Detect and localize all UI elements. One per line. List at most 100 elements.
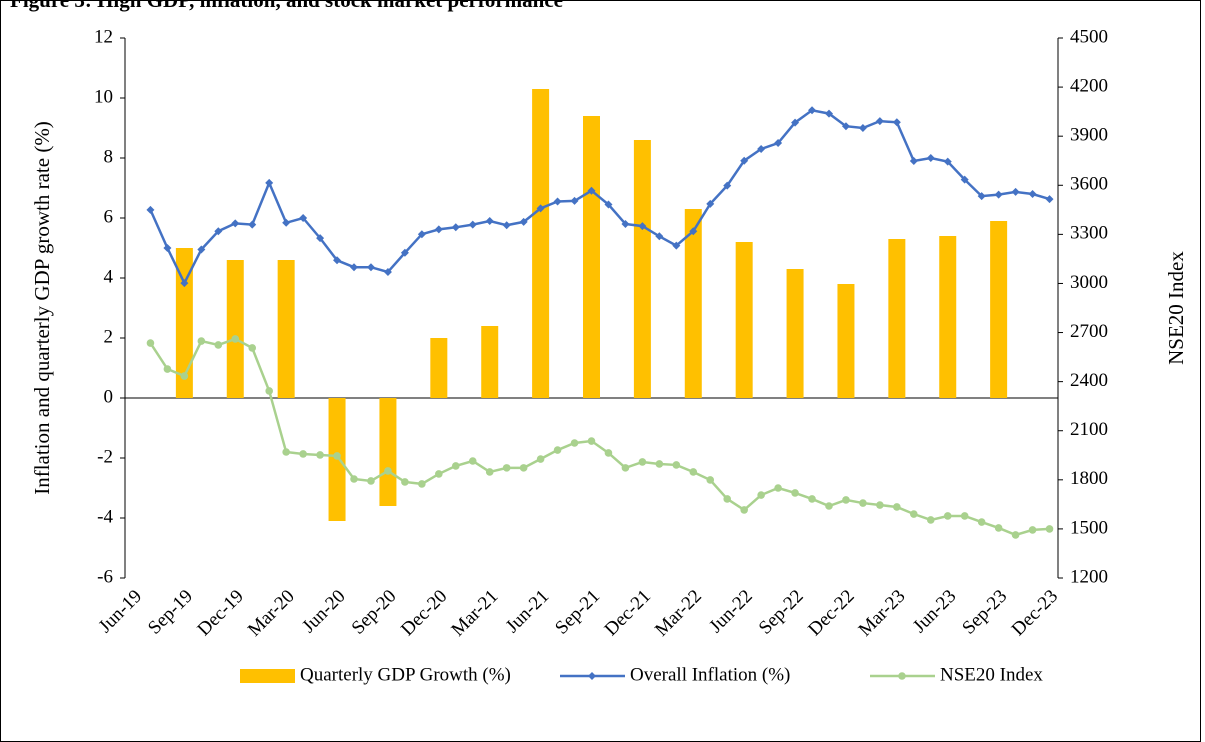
marker xyxy=(706,476,715,484)
marker xyxy=(383,268,392,276)
marker xyxy=(757,491,765,499)
bar xyxy=(735,242,753,398)
marker xyxy=(231,219,240,228)
y-tick-label: 12 xyxy=(94,26,113,47)
marker xyxy=(316,234,325,243)
marker xyxy=(417,230,426,239)
marker xyxy=(333,256,342,265)
bar xyxy=(939,236,957,398)
y2-tick-label: 1800 xyxy=(1070,468,1108,489)
marker xyxy=(774,139,783,147)
marker xyxy=(418,480,426,488)
y-tick-label: 6 xyxy=(104,206,114,227)
marker xyxy=(587,437,596,445)
legend-label: Quarterly GDP Growth (%) xyxy=(300,664,511,685)
marker xyxy=(808,495,816,503)
marker xyxy=(1011,187,1020,196)
marker xyxy=(197,337,206,345)
marker xyxy=(892,118,901,127)
y2-tick-label: 3600 xyxy=(1070,174,1108,195)
marker xyxy=(502,464,511,472)
bar xyxy=(990,221,1008,398)
marker xyxy=(859,499,867,507)
y2-tick-label: 2700 xyxy=(1070,321,1108,342)
marker xyxy=(451,462,460,470)
marker xyxy=(910,510,918,518)
marker xyxy=(451,223,460,232)
y2-tick-label: 4500 xyxy=(1070,26,1108,47)
marker xyxy=(231,335,240,343)
marker xyxy=(180,279,189,288)
marker xyxy=(977,518,986,526)
bar xyxy=(175,248,193,398)
marker xyxy=(400,248,409,257)
chart-title: Figure 3: High GDP, inflation, and stock… xyxy=(10,0,563,12)
marker xyxy=(621,464,630,472)
marker xyxy=(1045,525,1054,533)
bar xyxy=(226,260,244,398)
marker xyxy=(248,344,257,352)
marker xyxy=(435,470,443,478)
y-tick-label: 4 xyxy=(104,266,114,287)
bar xyxy=(430,338,448,398)
marker xyxy=(893,503,901,511)
marker xyxy=(909,157,918,165)
bar xyxy=(684,209,702,398)
marker xyxy=(706,199,715,208)
marker xyxy=(960,175,969,184)
marker xyxy=(740,156,749,165)
legend-label: NSE20 Index xyxy=(940,664,1043,685)
marker xyxy=(994,524,1003,532)
y2-tick-label: 4200 xyxy=(1070,75,1108,96)
marker xyxy=(282,448,290,456)
marker xyxy=(587,186,596,195)
marker xyxy=(842,496,850,504)
y2-tick-label: 2400 xyxy=(1070,370,1108,391)
marker xyxy=(723,181,732,190)
marker xyxy=(519,217,528,226)
y2-tick-label: 3900 xyxy=(1070,125,1108,146)
marker xyxy=(468,220,477,229)
marker xyxy=(689,227,698,236)
marker xyxy=(214,341,223,349)
marker xyxy=(553,446,562,454)
y-axis-title: Inflation and quarterly GDP growth rate … xyxy=(30,121,54,495)
marker xyxy=(1045,195,1054,204)
marker xyxy=(468,457,477,465)
marker xyxy=(180,372,189,380)
marker xyxy=(841,122,850,131)
y2-tick-label: 1200 xyxy=(1070,566,1108,587)
y-tick-label: -2 xyxy=(97,446,113,467)
bar xyxy=(379,398,397,506)
marker xyxy=(757,145,766,153)
marker xyxy=(265,178,274,187)
marker xyxy=(655,460,664,468)
marker xyxy=(1011,531,1020,539)
marker xyxy=(977,192,986,201)
marker xyxy=(146,205,155,214)
legend-label: Overall Inflation (%) xyxy=(630,664,790,685)
marker xyxy=(163,365,172,373)
marker xyxy=(926,516,935,524)
bar xyxy=(532,89,550,398)
marker xyxy=(163,244,172,252)
marker xyxy=(367,477,375,485)
marker xyxy=(248,220,257,229)
bar xyxy=(481,326,499,398)
marker xyxy=(689,468,698,476)
marker xyxy=(791,118,800,127)
marker xyxy=(265,387,273,395)
legend-marker xyxy=(588,672,596,680)
marker xyxy=(604,449,613,457)
marker xyxy=(316,451,324,459)
marker xyxy=(926,154,935,162)
marker xyxy=(655,232,664,241)
bar xyxy=(837,284,855,398)
marker xyxy=(350,475,358,483)
marker xyxy=(774,484,782,492)
marker xyxy=(350,263,359,272)
marker xyxy=(384,467,392,475)
marker xyxy=(943,157,952,166)
marker xyxy=(519,464,528,472)
